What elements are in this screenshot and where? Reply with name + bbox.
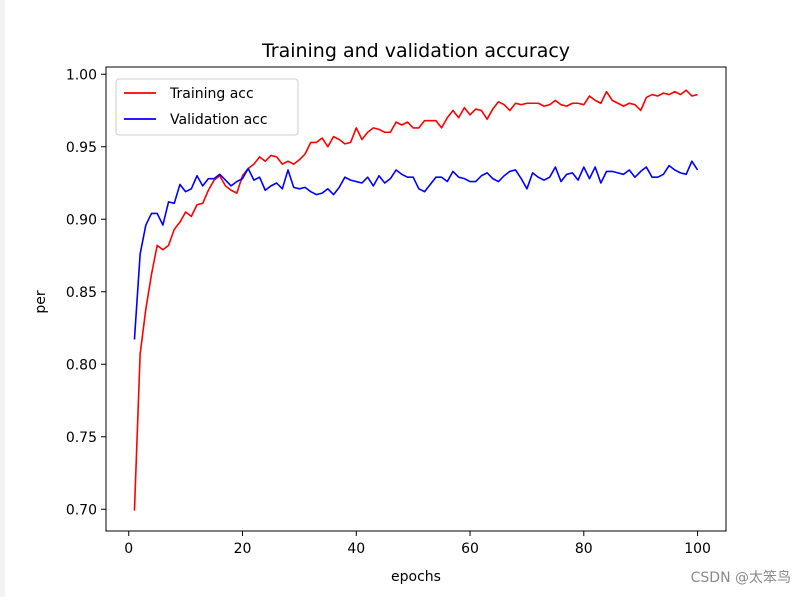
axis-ticks: 0 20 40 60 80 100 0.70 0.75 0.80 0.85 0.90 0.95 1.00 (66, 67, 711, 557)
y-tick-label: 0.95 (66, 140, 97, 156)
x-tick-label: 40 (347, 541, 365, 557)
y-tick-label: 0.75 (66, 430, 97, 446)
x-tick-label: 80 (575, 541, 593, 557)
y-tick-label: 0.90 (66, 212, 97, 228)
plot-area-frame (105, 66, 727, 532)
page-left-strip (0, 0, 5, 597)
y-axis-label: per (33, 290, 49, 314)
chart-legend: Training acc Validation acc (115, 78, 299, 136)
y-tick-label: 0.85 (66, 285, 97, 301)
legend-label: Validation acc (170, 112, 268, 128)
x-axis-label: epochs (391, 569, 441, 585)
y-tick-label: 0.80 (66, 357, 97, 373)
legend-label: Training acc (169, 86, 254, 102)
x-tick-label: 60 (461, 541, 479, 557)
x-tick-label: 20 (234, 541, 252, 557)
y-tick-label: 1.00 (66, 67, 97, 83)
watermark-text: CSDN @太笨鸟 (690, 570, 791, 586)
series-line-validation-acc (133, 160, 699, 340)
x-tick-label: 0 (124, 541, 133, 557)
x-tick-label: 100 (684, 541, 711, 557)
chart-title: Training and validation accuracy (261, 40, 570, 62)
series-lines (133, 89, 699, 511)
legend-box (115, 78, 299, 136)
y-tick-label: 0.70 (66, 502, 97, 518)
series-line-training-acc (133, 89, 698, 511)
